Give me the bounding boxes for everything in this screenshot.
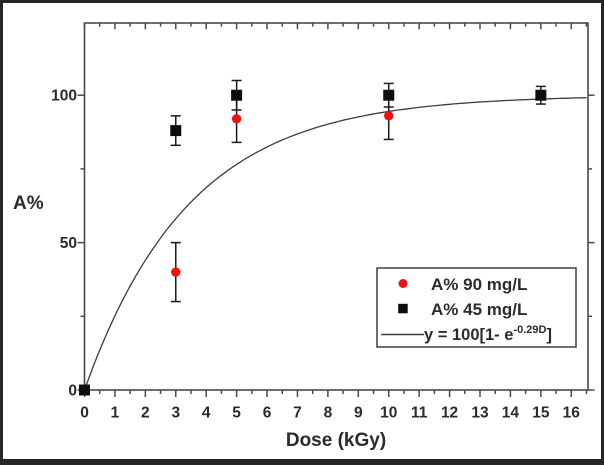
x-tick-label: 8 xyxy=(324,405,333,422)
y-tick-label: 100 xyxy=(51,88,77,105)
x-tick-label: 9 xyxy=(354,405,363,422)
x-tick-label: 5 xyxy=(232,405,241,422)
x-tick-label: 12 xyxy=(441,405,458,422)
x-tick-label: 10 xyxy=(380,405,397,422)
data-point-circle xyxy=(384,111,394,121)
figure-border-bottom xyxy=(0,459,604,465)
y-tick-label: 50 xyxy=(60,235,77,252)
x-tick-label: 7 xyxy=(293,405,302,422)
y-axis-title: A% xyxy=(13,193,44,214)
legend: A% 90 mg/L A% 45 mg/L y = 100[1- e-0.29D] xyxy=(376,267,577,348)
legend-label-series-0: A% 90 mg/L xyxy=(431,275,527,294)
series-1 xyxy=(79,79,547,396)
data-point-square xyxy=(535,89,547,101)
legend-marker-square xyxy=(398,303,408,314)
x-tick-label: 2 xyxy=(141,405,150,422)
x-tick-label: 14 xyxy=(502,405,520,422)
x-tick-label: 0 xyxy=(80,405,89,422)
x-tick-label: 6 xyxy=(263,405,272,422)
data-point-square xyxy=(231,89,243,101)
legend-marker-circle xyxy=(398,279,408,288)
x-tick-label: 1 xyxy=(111,405,120,422)
fit-curve-line xyxy=(83,97,587,391)
data-point-circle xyxy=(231,114,242,124)
x-tick-label: 11 xyxy=(411,405,428,422)
x-tick-label: 3 xyxy=(171,405,180,422)
axis-ticks xyxy=(77,23,595,397)
data-point-circle xyxy=(171,267,181,277)
y-tick-label: 0 xyxy=(68,383,77,400)
legend-label-series-1: A% 45 mg/L xyxy=(431,300,527,319)
x-tick-label: 16 xyxy=(563,405,581,422)
x-axis-title: Dose (kGy) xyxy=(286,430,386,451)
x-tick-label: 15 xyxy=(532,405,550,422)
data-point-square xyxy=(79,384,90,396)
x-tick-label: 13 xyxy=(471,405,489,422)
legend-label-fit: y = 100[1- e-0.29D] xyxy=(424,324,552,344)
data-point-square xyxy=(383,89,395,101)
x-tick-label: 4 xyxy=(202,405,211,422)
data-point-square xyxy=(170,125,182,137)
